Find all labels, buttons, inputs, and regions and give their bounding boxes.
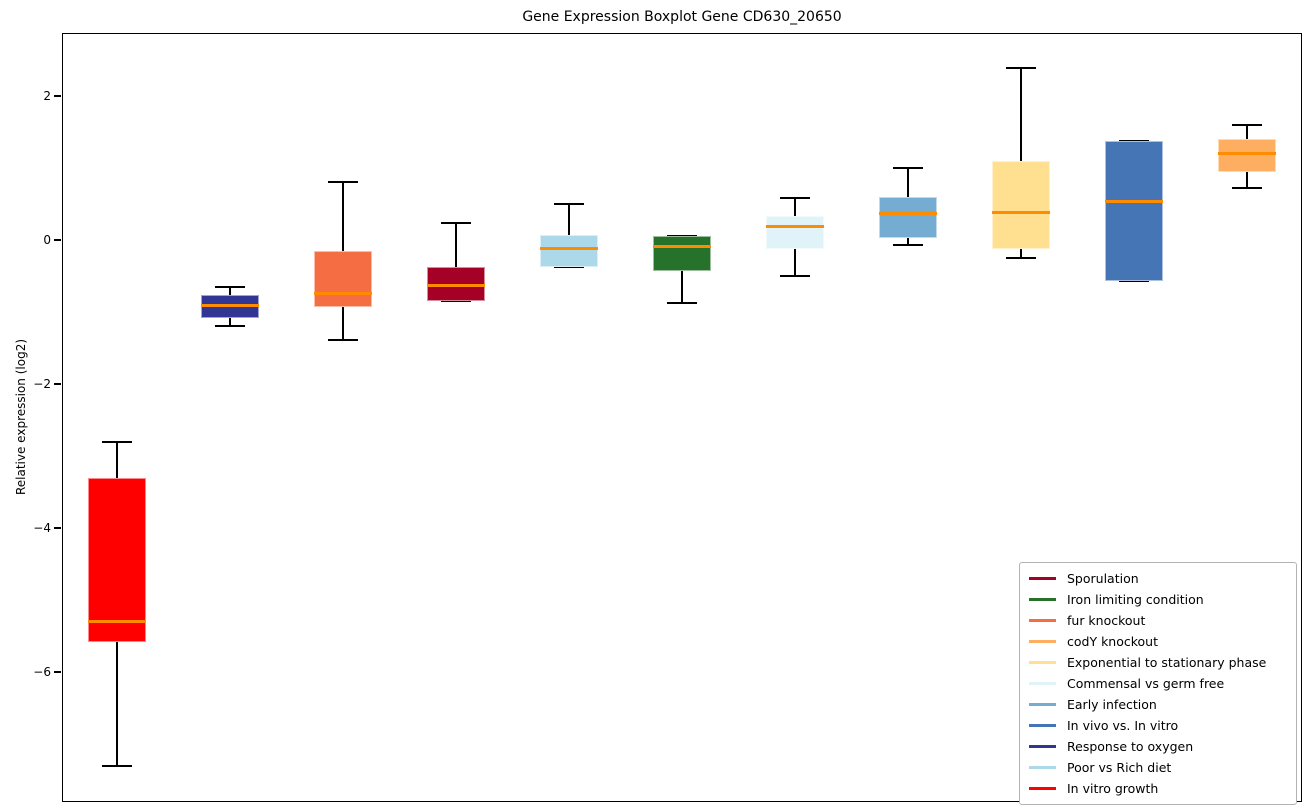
- box: [653, 235, 711, 271]
- median-line: [992, 211, 1050, 215]
- legend: Sporulation Iron limiting condition fur kn…: [1019, 562, 1297, 805]
- whisker-cap: [215, 286, 245, 289]
- whisker-cap: [554, 202, 584, 205]
- median-line: [314, 292, 372, 296]
- legend-line-swatch: [1029, 787, 1056, 790]
- legend-item: fur knockout: [1029, 610, 1287, 631]
- median-line: [88, 620, 146, 624]
- box: [88, 478, 146, 642]
- median-line: [879, 211, 937, 215]
- legend-item: In vitro growth: [1029, 778, 1287, 799]
- median-line: [201, 303, 259, 307]
- y-tick-label: 2: [43, 88, 51, 103]
- legend-label: Poor vs Rich diet: [1067, 760, 1172, 775]
- whisker-cap: [1232, 124, 1262, 127]
- median-line: [766, 225, 824, 229]
- legend-item: Poor vs Rich diet: [1029, 757, 1287, 778]
- y-axis-label: Relative expression (log2): [14, 338, 28, 496]
- box: [992, 160, 1050, 249]
- whisker-cap: [328, 339, 358, 342]
- legend-line-swatch: [1029, 577, 1056, 580]
- whisker-cap: [893, 243, 923, 246]
- whisker-cap: [441, 222, 471, 225]
- y-tick-label: −4: [33, 520, 51, 535]
- legend-label: Early infection: [1067, 697, 1157, 712]
- whisker-cap: [1232, 187, 1262, 190]
- chart-title: Gene Expression Boxplot Gene CD630_20650: [522, 9, 842, 25]
- legend-item: Response to oxygen: [1029, 736, 1287, 757]
- y-tick-mark: [54, 94, 61, 97]
- legend-label: Commensal vs germ free: [1067, 676, 1225, 691]
- legend-item: In vivo vs. In vitro: [1029, 715, 1287, 736]
- legend-line-swatch: [1029, 640, 1056, 643]
- whisker-cap: [667, 302, 697, 305]
- legend-label: Sporulation: [1067, 571, 1139, 586]
- legend-line-swatch: [1029, 766, 1056, 769]
- legend-line-swatch: [1029, 598, 1056, 601]
- y-tick-label: −2: [33, 376, 51, 391]
- whisker-cap: [1006, 66, 1036, 69]
- legend-item: codY knockout: [1029, 631, 1287, 652]
- box: [1218, 139, 1276, 173]
- legend-line-swatch: [1029, 661, 1056, 664]
- y-tick-mark: [54, 238, 61, 241]
- legend-item: Iron limiting condition: [1029, 589, 1287, 610]
- whisker-cap: [554, 266, 584, 269]
- legend-label: In vivo vs. In vitro: [1067, 718, 1179, 733]
- legend-item: Exponential to stationary phase: [1029, 652, 1287, 673]
- legend-line-swatch: [1029, 745, 1056, 748]
- legend-label: codY knockout: [1067, 634, 1159, 649]
- legend-line-swatch: [1029, 619, 1056, 622]
- y-tick-mark: [54, 526, 61, 529]
- legend-label: Response to oxygen: [1067, 739, 1194, 754]
- whisker-cap: [215, 324, 245, 327]
- legend-label: In vitro growth: [1067, 781, 1159, 796]
- median-line: [653, 244, 711, 248]
- median-line: [427, 283, 485, 287]
- legend-item: Commensal vs germ free: [1029, 673, 1287, 694]
- legend-label: Iron limiting condition: [1067, 592, 1204, 607]
- legend-label: fur knockout: [1067, 613, 1146, 628]
- y-tick-mark: [54, 670, 61, 673]
- y-tick-mark: [54, 382, 61, 385]
- legend-line-swatch: [1029, 724, 1056, 727]
- whisker-cap: [780, 197, 810, 200]
- whisker-cap: [441, 300, 471, 303]
- plot-area: 2 0 −2 −4 −6 Sporulation Iron limiting condit…: [33, 33, 1302, 805]
- legend-item: Sporulation: [1029, 568, 1287, 589]
- whisker-cap: [1006, 256, 1036, 259]
- whisker-cap: [102, 765, 132, 768]
- box: [1105, 140, 1163, 281]
- median-line: [1105, 200, 1163, 204]
- box: [540, 234, 598, 268]
- y-tick-label: 0: [43, 232, 51, 247]
- whisker-cap: [102, 440, 132, 443]
- y-tick-label: −6: [33, 664, 51, 679]
- box: [766, 216, 824, 250]
- box: [314, 251, 372, 307]
- whisker-line: [455, 223, 457, 302]
- legend-label: Exponential to stationary phase: [1067, 655, 1267, 670]
- whisker-cap: [893, 166, 923, 169]
- median-line: [540, 247, 598, 251]
- median-line: [1218, 152, 1276, 156]
- whisker-cap: [328, 180, 358, 183]
- legend-line-swatch: [1029, 682, 1056, 685]
- legend-line-swatch: [1029, 703, 1056, 706]
- whisker-cap: [1119, 279, 1149, 282]
- whisker-cap: [780, 274, 810, 277]
- box: [879, 196, 937, 239]
- legend-item: Early infection: [1029, 694, 1287, 715]
